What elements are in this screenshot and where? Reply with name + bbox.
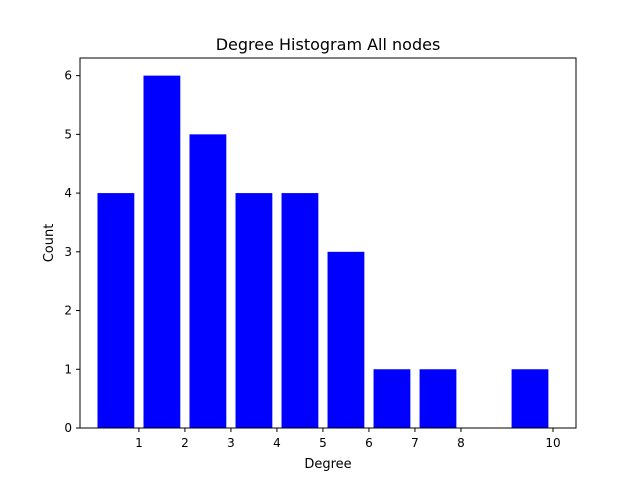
x-axis-ticks: 1 2 3 4 5 6 7 8 10 (135, 428, 561, 450)
y-tick-label: 0 (64, 421, 72, 435)
y-tick-label: 2 (64, 304, 72, 318)
bar-degree-4 (235, 193, 273, 428)
bar-degree-10 (511, 369, 549, 428)
y-tick-label: 6 (64, 69, 72, 83)
bar-degree-8 (419, 369, 457, 428)
bar-degree-3 (189, 134, 227, 428)
bar-degree-5 (281, 193, 319, 428)
bar-degree-7 (373, 369, 411, 428)
bars-group (97, 75, 549, 428)
x-axis-label: Degree (304, 457, 351, 472)
x-tick-label: 6 (365, 436, 373, 450)
plot-frame (79, 57, 577, 429)
bar-degree-1 (97, 193, 135, 428)
bar-degree-2 (143, 75, 181, 428)
x-tick-label: 4 (273, 436, 281, 450)
x-tick-label: 1 (135, 436, 143, 450)
y-tick-label: 3 (64, 245, 72, 259)
x-tick-label: 2 (181, 436, 189, 450)
x-tick-label: 5 (319, 436, 327, 450)
y-tick-label: 1 (64, 362, 72, 376)
y-tick-label: 4 (64, 186, 72, 200)
x-tick-label: 10 (545, 436, 560, 450)
y-tick-label: 5 (64, 127, 72, 141)
x-tick-label: 8 (457, 436, 465, 450)
chart-title: Degree Histogram All nodes (216, 35, 441, 54)
x-tick-label: 3 (227, 436, 235, 450)
bar-degree-6 (327, 251, 365, 428)
x-tick-label: 7 (411, 436, 419, 450)
y-axis-label: Count (42, 224, 57, 263)
y-axis-ticks: 0 1 2 3 4 5 6 (64, 69, 80, 435)
